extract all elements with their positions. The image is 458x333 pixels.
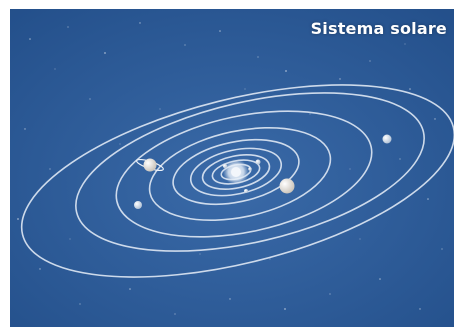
page-title: Sistema solare [310,19,447,38]
planet-uranus [134,201,142,209]
planet-jupiter [279,178,295,194]
orbit-4 [189,147,283,197]
planet-earth [255,159,261,165]
solar-system-illustration: Sistema solare [10,9,454,327]
sun [231,167,241,177]
star-field [17,22,443,315]
planet-saturn [136,158,164,172]
orbit-8 [75,92,425,252]
orbit-6 [148,126,332,222]
orbit-9 [20,84,454,278]
planet-neptune [382,134,392,144]
orbit-3 [201,154,271,190]
orbit-5 [172,138,300,206]
solar-system-svg [10,9,454,327]
planet-mercury [248,167,252,171]
planet-venus [222,163,228,169]
planet-mars [244,189,248,193]
orbit-7 [115,110,373,238]
